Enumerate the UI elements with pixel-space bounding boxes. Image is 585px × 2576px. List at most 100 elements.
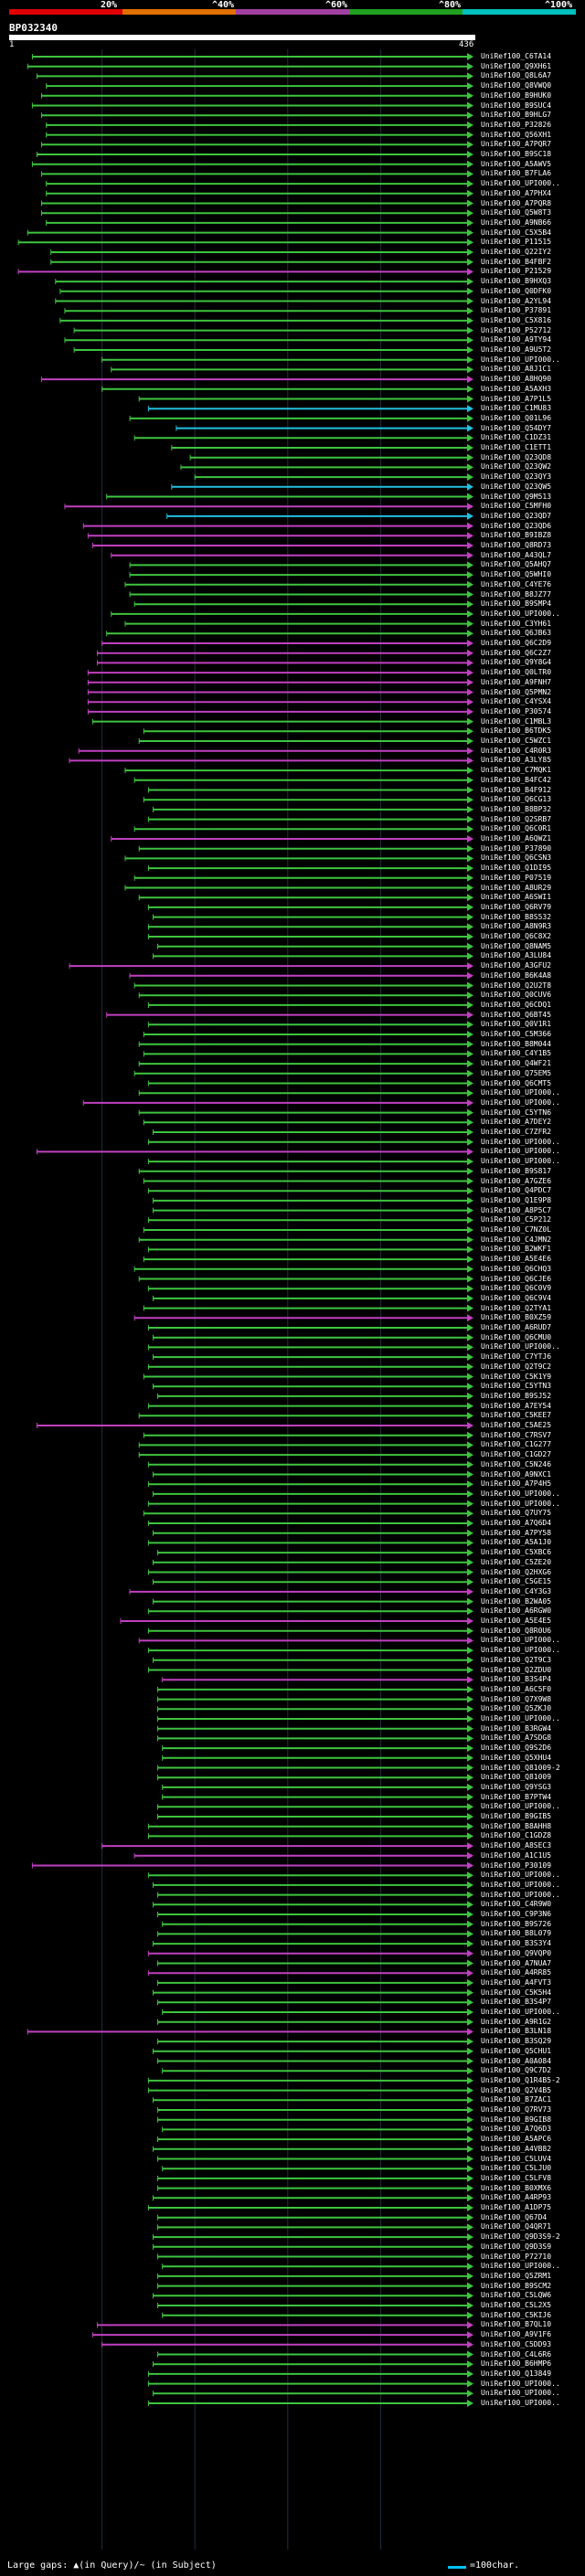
- hit-label[interactable]: UniRef100_B9HLG7: [481, 111, 552, 120]
- hit-label[interactable]: UniRef100_Q9YSG3: [481, 1782, 552, 1791]
- hit-label[interactable]: UniRef100_Q2TYA1: [481, 1303, 552, 1312]
- hit-label[interactable]: UniRef100_A7PQR7: [481, 140, 552, 149]
- hit-label[interactable]: UniRef100_A1DP75: [481, 2203, 552, 2211]
- hit-label[interactable]: UniRef100_Q7UY75: [481, 1509, 552, 1518]
- hit-label[interactable]: UniRef100_UPI000..: [481, 1097, 560, 1107]
- hit-label[interactable]: UniRef100_Q5W8T3: [481, 208, 552, 217]
- hit-label[interactable]: UniRef100_A5A1J0: [481, 1538, 552, 1547]
- hit-label[interactable]: UniRef100_C4Y1B5: [481, 1049, 552, 1058]
- hit-label[interactable]: UniRef100_C5P212: [481, 1215, 552, 1224]
- hit-label[interactable]: UniRef100_C4L6R6: [481, 2349, 552, 2359]
- hit-label[interactable]: UniRef100_Q6C2D9: [481, 639, 552, 647]
- hit-label[interactable]: UniRef100_C1MBL3: [481, 716, 552, 726]
- hit-label[interactable]: UniRef100_Q0DFK0: [481, 286, 552, 295]
- hit-label[interactable]: UniRef100_A7Q6D3: [481, 2125, 552, 2134]
- hit-label[interactable]: UniRef100_Q5ZKJ0: [481, 1704, 552, 1713]
- hit-label[interactable]: UniRef100_C5KEE7: [481, 1411, 552, 1420]
- hit-label[interactable]: UniRef100_UPI000..: [481, 1880, 560, 1889]
- hit-label[interactable]: UniRef100_A8J1C1: [481, 365, 552, 374]
- hit-label[interactable]: UniRef100_B6HMP6: [481, 2359, 552, 2369]
- hit-label[interactable]: UniRef100_Q7RV73: [481, 2105, 552, 2114]
- hit-label[interactable]: UniRef100_P30109: [481, 1860, 552, 1870]
- hit-label[interactable]: UniRef100_Q9Y8G4: [481, 658, 552, 667]
- hit-label[interactable]: UniRef100_B0XMX6: [481, 2183, 552, 2192]
- hit-label[interactable]: UniRef100_UPI000..: [481, 1714, 560, 1723]
- hit-label[interactable]: UniRef100_A7SDG8: [481, 1733, 552, 1743]
- hit-label[interactable]: UniRef100_Q9S2D6: [481, 1744, 552, 1753]
- hit-label[interactable]: UniRef100_C5DD93: [481, 2339, 552, 2348]
- hit-label[interactable]: UniRef100_B9HXQ3: [481, 277, 552, 286]
- hit-label[interactable]: UniRef100_Q6C2Z7: [481, 648, 552, 657]
- hit-label[interactable]: UniRef100_A6QWZ1: [481, 834, 552, 843]
- hit-label[interactable]: UniRef100_Q13849: [481, 2369, 552, 2378]
- hit-label[interactable]: UniRef100_UPI000..: [481, 1342, 560, 1352]
- hit-label[interactable]: UniRef100_Q5PMN2: [481, 687, 552, 696]
- hit-label[interactable]: UniRef100_UPI000..: [481, 1088, 560, 1097]
- hit-label[interactable]: UniRef100_Q4WF21: [481, 1059, 552, 1068]
- hit-label[interactable]: UniRef100_A9NB66: [481, 217, 552, 227]
- hit-label[interactable]: UniRef100_B9SMP4: [481, 599, 552, 609]
- hit-label[interactable]: UniRef100_A7P1L5: [481, 394, 552, 403]
- hit-label[interactable]: UniRef100_A5AWV5: [481, 159, 552, 168]
- hit-label[interactable]: UniRef100_UPI000..: [481, 1147, 560, 1156]
- hit-label[interactable]: UniRef100_Q6C0R1: [481, 824, 552, 833]
- hit-label[interactable]: UniRef100_A3LU84: [481, 951, 552, 960]
- hit-label[interactable]: UniRef100_A6RGW0: [481, 1606, 552, 1616]
- hit-label[interactable]: UniRef100_B3S3Y4: [481, 1939, 552, 1948]
- hit-label[interactable]: UniRef100_C5XBC6: [481, 1548, 552, 1557]
- hit-label[interactable]: UniRef100_Q22IY2: [481, 248, 552, 256]
- hit-label[interactable]: UniRef100_B3RGW4: [481, 1723, 552, 1733]
- hit-label[interactable]: UniRef100_B9SJ52: [481, 1391, 552, 1400]
- hit-label[interactable]: UniRef100_Q6CSN3: [481, 853, 552, 863]
- hit-label[interactable]: UniRef100_A7Q6D4: [481, 1519, 552, 1527]
- hit-label[interactable]: UniRef100_A4FVT3: [481, 1977, 552, 1987]
- hit-label[interactable]: UniRef100_Q4PDC7: [481, 1186, 552, 1195]
- hit-label[interactable]: UniRef100_A3GFU2: [481, 961, 552, 970]
- hit-label[interactable]: UniRef100_B9IBZ8: [481, 531, 552, 540]
- hit-label[interactable]: UniRef100_B7PTW4: [481, 1792, 552, 1801]
- hit-label[interactable]: UniRef100_C1GD27: [481, 1450, 552, 1459]
- hit-label[interactable]: UniRef100_C7MQK1: [481, 766, 552, 775]
- hit-label[interactable]: UniRef100_Q6CJE6: [481, 1274, 552, 1283]
- hit-label[interactable]: UniRef100_UPI000..: [481, 1802, 560, 1811]
- hit-label[interactable]: UniRef100_UPI000..: [481, 1890, 560, 1899]
- hit-label[interactable]: UniRef100_P11515: [481, 238, 552, 247]
- hit-label[interactable]: UniRef100_C5N246: [481, 1459, 552, 1468]
- hit-label[interactable]: UniRef100_C4YE76: [481, 579, 552, 588]
- hit-label[interactable]: UniRef100_B8AHH8: [481, 1821, 552, 1830]
- hit-label[interactable]: UniRef100_B2WKF1: [481, 1245, 552, 1254]
- hit-label[interactable]: UniRef100_UPI000..: [481, 179, 560, 188]
- hit-label[interactable]: UniRef100_A6C5F0: [481, 1684, 552, 1693]
- hit-label[interactable]: UniRef100_B3S4P7: [481, 1998, 552, 2007]
- hit-label[interactable]: UniRef100_B8JZ77: [481, 589, 552, 599]
- hit-label[interactable]: UniRef100_C4YSX4: [481, 697, 552, 706]
- hit-label[interactable]: UniRef100_Q9D3S9-2: [481, 2232, 560, 2242]
- hit-label[interactable]: UniRef100_Q0V1R1: [481, 1020, 552, 1029]
- hit-label[interactable]: UniRef100_A2YL94: [481, 296, 552, 305]
- hit-label[interactable]: UniRef100_A0A084: [481, 2056, 552, 2065]
- hit-label[interactable]: UniRef100_Q2HXG6: [481, 1567, 552, 1576]
- hit-label[interactable]: UniRef100_C7RSV7: [481, 1430, 552, 1439]
- hit-label[interactable]: UniRef100_A1C1U5: [481, 1850, 552, 1860]
- hit-label[interactable]: UniRef100_C5K5H4: [481, 1988, 552, 1997]
- hit-label[interactable]: UniRef100_Q23QW5: [481, 482, 552, 491]
- hit-label[interactable]: UniRef100_Q8VWQ0: [481, 81, 552, 90]
- hit-label[interactable]: UniRef100_C1GDZ8: [481, 1831, 552, 1840]
- hit-label[interactable]: UniRef100_Q2ZDU0: [481, 1665, 552, 1674]
- hit-label[interactable]: UniRef100_Q6C9V4: [481, 1293, 552, 1302]
- hit-label[interactable]: UniRef100_Q1E9P8: [481, 1195, 552, 1204]
- hit-label[interactable]: UniRef100_B8M044: [481, 1039, 552, 1048]
- hit-label[interactable]: UniRef100_A9U5T2: [481, 345, 552, 354]
- hit-label[interactable]: UniRef100_A9V1F6: [481, 2330, 552, 2339]
- hit-label[interactable]: UniRef100_A8UR29: [481, 883, 552, 892]
- hit-label[interactable]: UniRef100_C4R9W0: [481, 1900, 552, 1909]
- hit-label[interactable]: UniRef100_Q9M513: [481, 492, 552, 501]
- hit-label[interactable]: UniRef100_Q6RV79: [481, 902, 552, 911]
- hit-label[interactable]: UniRef100_B9SC18: [481, 150, 552, 158]
- hit-label[interactable]: UniRef100_B9HUK0: [481, 90, 552, 100]
- hit-label[interactable]: UniRef100_UPI000..: [481, 1871, 560, 1880]
- hit-label[interactable]: UniRef100_C5X5B4: [481, 228, 552, 237]
- hit-label[interactable]: UniRef100_Q0LTR0: [481, 668, 552, 677]
- hit-label[interactable]: UniRef100_B4F912: [481, 785, 552, 794]
- hit-label[interactable]: UniRef100_UPI000..: [481, 1489, 560, 1498]
